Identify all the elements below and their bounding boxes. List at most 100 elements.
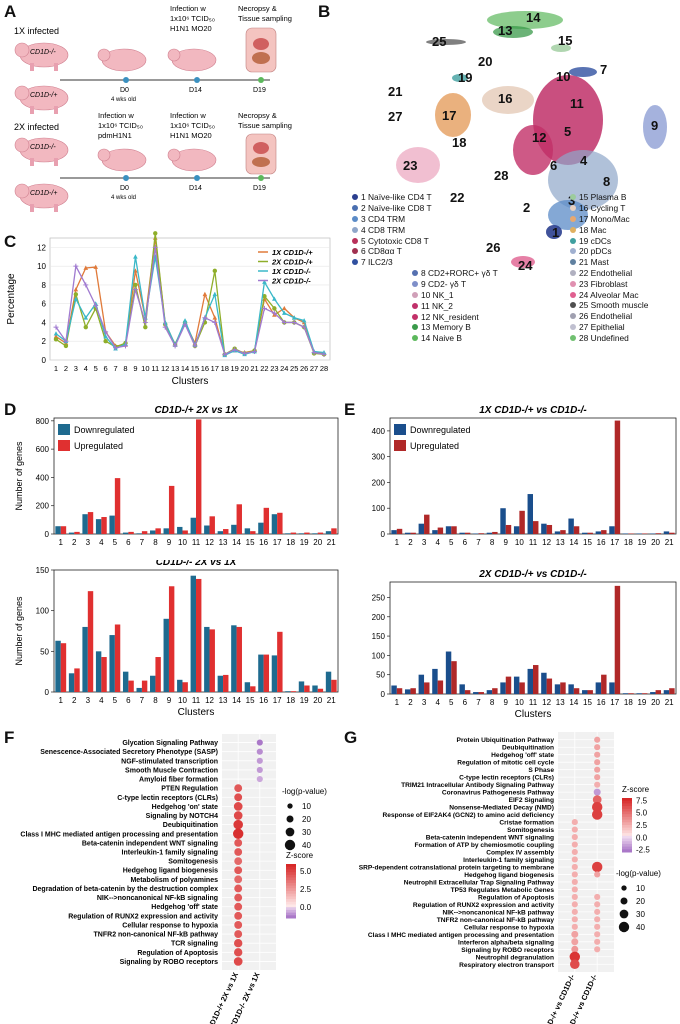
legend-swatch: [352, 215, 358, 222]
dotplot-pathway-label: C-type lectin receptors (CLRs): [459, 775, 554, 782]
dotplot-point: [234, 939, 243, 948]
legend-item: 8 CD2+RORC+ γδ T: [412, 268, 552, 279]
legend-label: 3 CD4 TRM: [361, 213, 406, 224]
bar: [669, 688, 675, 694]
bar: [486, 532, 493, 534]
bar-chart-xtick: 16: [597, 698, 606, 707]
dotplot-colorbar-tick: -2.5: [636, 846, 650, 855]
bar-chart-xtick: 12: [542, 538, 551, 547]
chart-c-point: [262, 279, 267, 284]
bar: [95, 519, 102, 534]
dotplot-pathway-label: Deubiquitination: [163, 822, 218, 829]
timeline-dot-d19: [258, 77, 264, 83]
umap-blob-7: [569, 67, 597, 77]
dotplot-pathway-label: S Phase: [528, 767, 554, 774]
bar: [541, 672, 547, 694]
infection2-text-line1: Infection w: [170, 111, 206, 120]
bar-legend-label: Upregulated: [74, 441, 123, 451]
dotplot-point: [256, 757, 263, 764]
bar: [404, 689, 411, 694]
bar-legend-label: Upregulated: [410, 441, 459, 451]
bar: [196, 419, 202, 534]
umap-cluster-label: 20: [478, 54, 492, 69]
bar: [459, 532, 465, 534]
chart-c-xtick: 4: [84, 364, 88, 373]
pig-icon: [14, 183, 69, 212]
umap-cluster-numbers: 12 34567891011121314151617181920212223242…: [388, 10, 658, 273]
bar: [290, 532, 297, 534]
umap-cluster-label: 26: [486, 240, 500, 255]
legend-item: 12 NK_resident: [412, 311, 552, 322]
dotplot-size-legend-dot: [618, 921, 630, 933]
legend-swatch: [412, 302, 418, 309]
legend-item: 2 Naïve-like CD8 T: [352, 203, 492, 214]
dotplot-point: [233, 811, 243, 820]
dotplot-pathway-label: Regulation of RUNX2 expression and activ…: [413, 902, 554, 909]
bar-chart-xtick: 19: [637, 698, 646, 707]
dotplot-point: [234, 902, 243, 911]
chart-c-point: [83, 265, 89, 270]
dotplot-colorbar-segment: [622, 816, 632, 821]
bar-chart-xtick: 14: [569, 538, 578, 547]
umap-cluster-label: 4: [580, 153, 588, 168]
bar: [641, 533, 648, 534]
legend-item: 5 Cytotoxic CD8 T: [352, 235, 492, 246]
chart-c-point: [83, 315, 89, 320]
dotplot-point: [256, 775, 263, 783]
umap-blob-16: [482, 86, 534, 114]
legend-swatch: [570, 205, 576, 212]
bar: [258, 522, 264, 534]
chart-c-xtick: 15: [191, 364, 199, 373]
dotplot-size-legend-dot: [621, 885, 627, 891]
chart-c-point: [93, 303, 99, 309]
bar-chart-xtick: 18: [286, 696, 295, 705]
chart-c-point: [83, 282, 89, 288]
bar-chart-xtick: 6: [126, 538, 131, 547]
bar: [82, 626, 88, 692]
chart-c-point: [232, 347, 238, 353]
dotplot-colorbar-segment: [286, 877, 296, 881]
chart-c-point: [212, 319, 218, 325]
chart-c-ytick: 6: [42, 300, 47, 309]
bar-chart-ytick: 50: [40, 647, 49, 656]
dotplot-pathway-label: TNFR2 non-canonical NF-kB pathway: [94, 932, 219, 939]
dotplot-pathway-label: Regulation of mitotic cell cycle: [457, 760, 554, 767]
bar: [101, 657, 107, 692]
bar: [505, 524, 512, 534]
dotplot-colorbar-segment: [286, 909, 296, 914]
bar: [231, 625, 237, 692]
bar-chart-xtick: 1: [59, 538, 64, 547]
dotplot-point: [571, 833, 578, 841]
umap-cluster-label: 14: [526, 10, 541, 25]
dotplot-pathway-label: Hedgehog 'off' state: [151, 904, 218, 911]
umap-cluster-blobs: [396, 11, 667, 268]
dotplot-pathway-label: Deubiquitination: [502, 745, 554, 752]
bar: [325, 671, 332, 692]
legend-label: 2 Naïve-like CD8 T: [361, 203, 432, 214]
bar-chart-xtick: 3: [86, 696, 91, 705]
legend-label: 8 CD2+RORC+ γδ T: [421, 268, 498, 279]
chart-c-point: [152, 244, 158, 250]
chart-c-point: [222, 351, 228, 357]
bar: [418, 674, 425, 694]
legend-label: 5 Cytotoxic CD8 T: [361, 235, 429, 246]
bar-chart-xtick: 4: [99, 538, 104, 547]
umap-blob-24: [511, 256, 535, 268]
chart-c-point: [83, 324, 88, 330]
chart-c-ytick: 2: [42, 337, 47, 346]
dotplot-point: [256, 766, 263, 773]
dotplot-pathway-label: Signaling by ROBO receptors: [120, 959, 219, 966]
dotplot-point: [594, 736, 601, 743]
bar: [109, 515, 115, 534]
bar-chart-xtick: 1: [395, 538, 400, 547]
infection1-text-line3: pdmH1N1: [98, 131, 132, 140]
chart-c-point: [113, 345, 119, 351]
bar: [304, 685, 310, 692]
bar: [533, 665, 539, 694]
chart-c-point: [212, 315, 218, 320]
timeline-dot-d14: [194, 77, 200, 83]
chart-c-point: [73, 263, 79, 269]
dotplot-point: [594, 774, 601, 781]
bar-chart-title: 1X CD1D-/+ vs CD1D-/-: [479, 405, 587, 416]
legend-swatch: [352, 237, 358, 244]
